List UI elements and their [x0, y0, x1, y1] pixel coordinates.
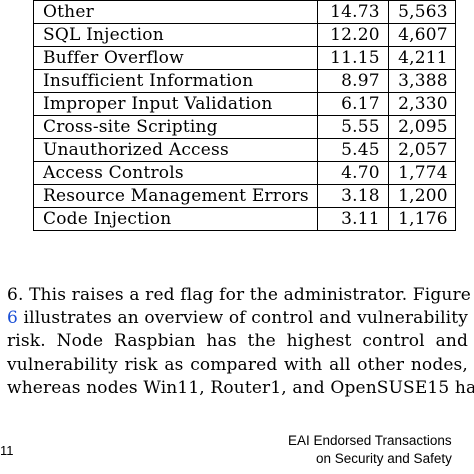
count-cell: 4,607: [387, 23, 456, 47]
count-cell: 3,388: [387, 69, 456, 93]
figure-reference-link[interactable]: 6: [7, 308, 18, 329]
table-row: Buffer Overflow 11.15 4,211: [33, 46, 456, 70]
percent-cell: 6.17: [316, 92, 389, 116]
count-cell: 4,211: [387, 46, 456, 70]
paragraph-line-3: risk. Node Raspbian has the highest cont…: [7, 331, 468, 352]
count-cell: 1,774: [387, 161, 456, 185]
table-row: Access Controls 4.70 1,774: [33, 161, 456, 185]
percent-cell: 5.45: [316, 138, 389, 162]
paragraph-line-1: 6. This raises a red flag for the admini…: [7, 284, 471, 307]
page-number: 11: [0, 443, 14, 458]
table-row: Cross-site Scripting 5.55 2,095: [33, 115, 456, 139]
percent-cell: 3.18: [316, 184, 389, 208]
percent-cell: 5.55: [316, 115, 389, 139]
category-cell: SQL Injection: [33, 23, 318, 47]
category-cell: Improper Input Validation: [33, 92, 318, 116]
count-cell: 2,330: [387, 92, 456, 116]
percent-cell: 12.20: [316, 23, 389, 47]
paragraph-line-2: 6 illustrates an overview of control and…: [7, 307, 468, 330]
journal-name-line-2: on Security and Safety: [316, 451, 452, 466]
table-row: Insufficient Information 8.97 3,388: [33, 69, 456, 93]
paragraph-text: 6. This raises a red flag for the admini…: [7, 285, 471, 305]
percent-cell: 14.73: [316, 0, 389, 24]
category-cell: Resource Management Errors: [33, 184, 318, 208]
category-cell: Other: [33, 0, 318, 24]
journal-footer: EAI Endorsed Transactions on Security an…: [288, 432, 474, 468]
vulnerability-category-table: Other 14.73 5,563 SQL Injection 12.20 4,607 Bu…: [33, 0, 456, 231]
table-row: Code Injection 3.11 1,176: [33, 207, 456, 231]
table-body: Other 14.73 5,563 SQL Injection 12.20 4,607 Bu…: [33, 0, 456, 231]
table-row: Other 14.73 5,563: [33, 0, 456, 24]
table-row: Resource Management Errors 3.18 1,200: [33, 184, 456, 208]
table-row: Improper Input Validation 6.17 2,330: [33, 92, 456, 116]
percent-cell: 4.70: [316, 161, 389, 185]
count-cell: 5,563: [387, 0, 456, 24]
paragraph-line-5: whereas nodes Win11, Router1, and OpenSU…: [7, 377, 474, 398]
paragraph-line-4: vulnerability risk as compared with all …: [7, 354, 468, 375]
category-cell: Cross-site Scripting: [33, 115, 318, 139]
table-row: Unauthorized Access 5.45 2,057: [33, 138, 456, 162]
vulnerability-table-wrapper: Other 14.73 5,563 SQL Injection 12.20 4,607 Bu…: [33, 0, 456, 231]
body-paragraph: 6. This raises a red flag for the admini…: [7, 284, 474, 400]
percent-cell: 3.11: [316, 207, 389, 231]
percent-cell: 8.97: [316, 69, 389, 93]
count-cell: 1,200: [387, 184, 456, 208]
count-cell: 2,095: [387, 115, 456, 139]
category-cell: Unauthorized Access: [33, 138, 318, 162]
count-cell: 1,176: [387, 207, 456, 231]
category-cell: Access Controls: [33, 161, 318, 185]
journal-name-line-1: EAI Endorsed Transactions: [288, 433, 452, 448]
paragraph-text: illustrates an overview of control and v…: [17, 308, 468, 329]
count-cell: 2,057: [387, 138, 456, 162]
percent-cell: 11.15: [316, 46, 389, 70]
category-cell: Buffer Overflow: [33, 46, 318, 70]
table-row: SQL Injection 12.20 4,607: [33, 23, 456, 47]
category-cell: Insufficient Information: [33, 69, 318, 93]
category-cell: Code Injection: [33, 207, 318, 231]
